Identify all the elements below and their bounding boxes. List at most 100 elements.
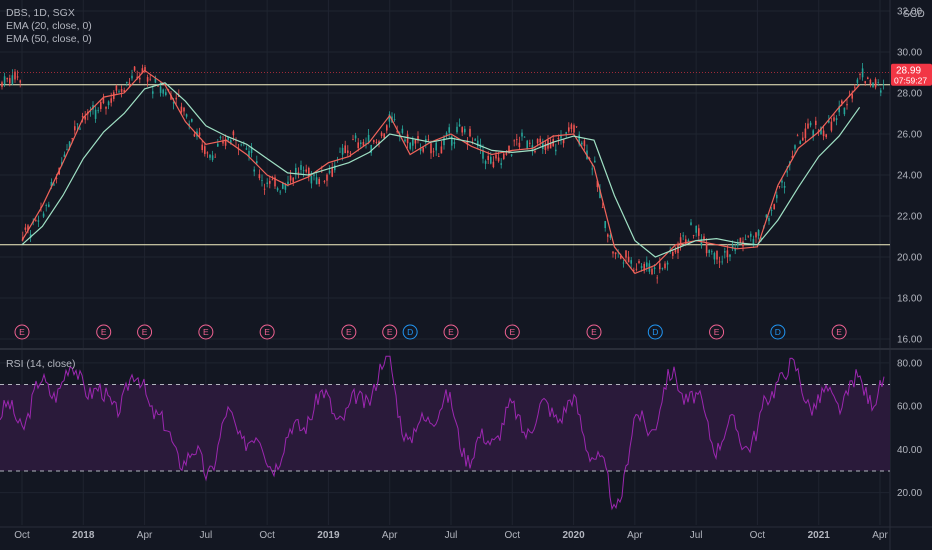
candle-body [549, 142, 552, 149]
candle-body [630, 260, 632, 264]
candle-body [357, 142, 359, 149]
earnings-marker[interactable]: E [831, 324, 847, 340]
candle-body [334, 165, 336, 171]
candle-body [248, 150, 250, 157]
price-axis-label: 28.00 [897, 89, 922, 100]
earnings-marker[interactable]: E [382, 324, 398, 340]
candle-body [152, 91, 154, 94]
candle-body [799, 141, 801, 144]
candle-body [292, 177, 294, 183]
candle-body [677, 245, 679, 254]
earnings-marker[interactable]: E [198, 324, 214, 340]
candle-body [347, 150, 349, 153]
candle-body [796, 135, 799, 137]
earnings-marker[interactable]: E [96, 324, 112, 340]
candle-body [193, 134, 196, 137]
candle-body [157, 85, 159, 87]
earnings-marker[interactable]: E [443, 324, 459, 340]
candle-body [165, 92, 167, 96]
candle-body [383, 133, 385, 139]
candle-body [786, 171, 788, 173]
candle-body [666, 262, 669, 265]
ema20-legend-label[interactable]: EMA (20, close, 0) [6, 20, 92, 32]
candle-body [401, 128, 404, 133]
earnings-marker[interactable]: E [504, 324, 520, 340]
candle-body [526, 140, 528, 150]
candle-body [131, 75, 133, 79]
date-axis-label: 2020 [562, 530, 585, 541]
candle-body [856, 79, 859, 83]
candle-body [211, 155, 214, 160]
candle-body [633, 269, 635, 271]
candle-body [510, 154, 513, 156]
candle-body [752, 239, 755, 246]
ema50-legend-label[interactable]: EMA (50, close, 0) [6, 33, 92, 45]
candle-body [198, 132, 201, 136]
candle-body [724, 251, 726, 253]
candle-body [521, 132, 523, 137]
candle-body [45, 205, 47, 206]
date-axis-label: 2019 [317, 530, 340, 541]
candle-body [274, 177, 276, 187]
earnings-marker[interactable]: E [14, 324, 30, 340]
candle-body [757, 230, 760, 236]
candle-body [68, 141, 71, 148]
candle-body [828, 120, 830, 123]
candle-body [573, 125, 575, 133]
candle-body [627, 256, 630, 263]
candle-body [453, 142, 456, 144]
dividend-marker[interactable]: D [402, 324, 418, 340]
candle-body [864, 81, 866, 84]
candle-body [318, 178, 320, 185]
candle-body [729, 254, 731, 257]
candle-body [500, 163, 502, 165]
candle-body [362, 141, 365, 146]
candle-body [461, 127, 463, 133]
candle-body [188, 123, 190, 127]
candle-body [404, 139, 406, 142]
rsi-legend-label[interactable]: RSI (14, close) [6, 358, 76, 370]
candle-body [596, 180, 599, 188]
candle-body [370, 144, 372, 153]
candle-body [16, 76, 19, 78]
price-axis-label: 20.00 [897, 253, 922, 264]
candle-body [102, 97, 105, 104]
marker-circle [382, 324, 398, 340]
earnings-marker[interactable]: E [709, 324, 725, 340]
candle-body [204, 146, 206, 154]
candle-body [484, 161, 487, 164]
dividend-marker[interactable]: D [647, 324, 663, 340]
dividend-marker[interactable]: D [770, 324, 786, 340]
candle-body [118, 91, 120, 93]
candle-body [435, 142, 437, 151]
candle-body [154, 78, 157, 83]
candle-body [518, 142, 521, 148]
candle-body [495, 154, 497, 159]
price-axis-label: 30.00 [897, 48, 922, 59]
symbol-label[interactable]: DBS, 1D, SGX [6, 7, 75, 19]
candle-body [159, 86, 162, 93]
candle-body [791, 156, 794, 158]
candle-body [146, 77, 149, 82]
candle-body [289, 175, 292, 181]
marker-label: E [264, 327, 270, 337]
candle-body [206, 152, 209, 154]
marker-label: E [101, 327, 107, 337]
candle-body [687, 239, 690, 242]
candle-body [386, 125, 388, 131]
earnings-marker[interactable]: E [259, 324, 275, 340]
candle-body [232, 131, 235, 136]
candle-body [747, 235, 749, 237]
candle-body [100, 102, 102, 109]
candle-body [503, 153, 505, 159]
ema50-line [21, 82, 861, 258]
candle-body [263, 188, 266, 190]
earnings-marker[interactable]: E [341, 324, 357, 340]
candle-body [354, 135, 357, 139]
candle-body [783, 185, 786, 188]
earnings-marker[interactable]: E [137, 324, 153, 340]
candle-body [880, 90, 882, 93]
candle-body [692, 235, 695, 236]
earnings-marker[interactable]: E [586, 324, 602, 340]
candle-body [107, 101, 110, 106]
